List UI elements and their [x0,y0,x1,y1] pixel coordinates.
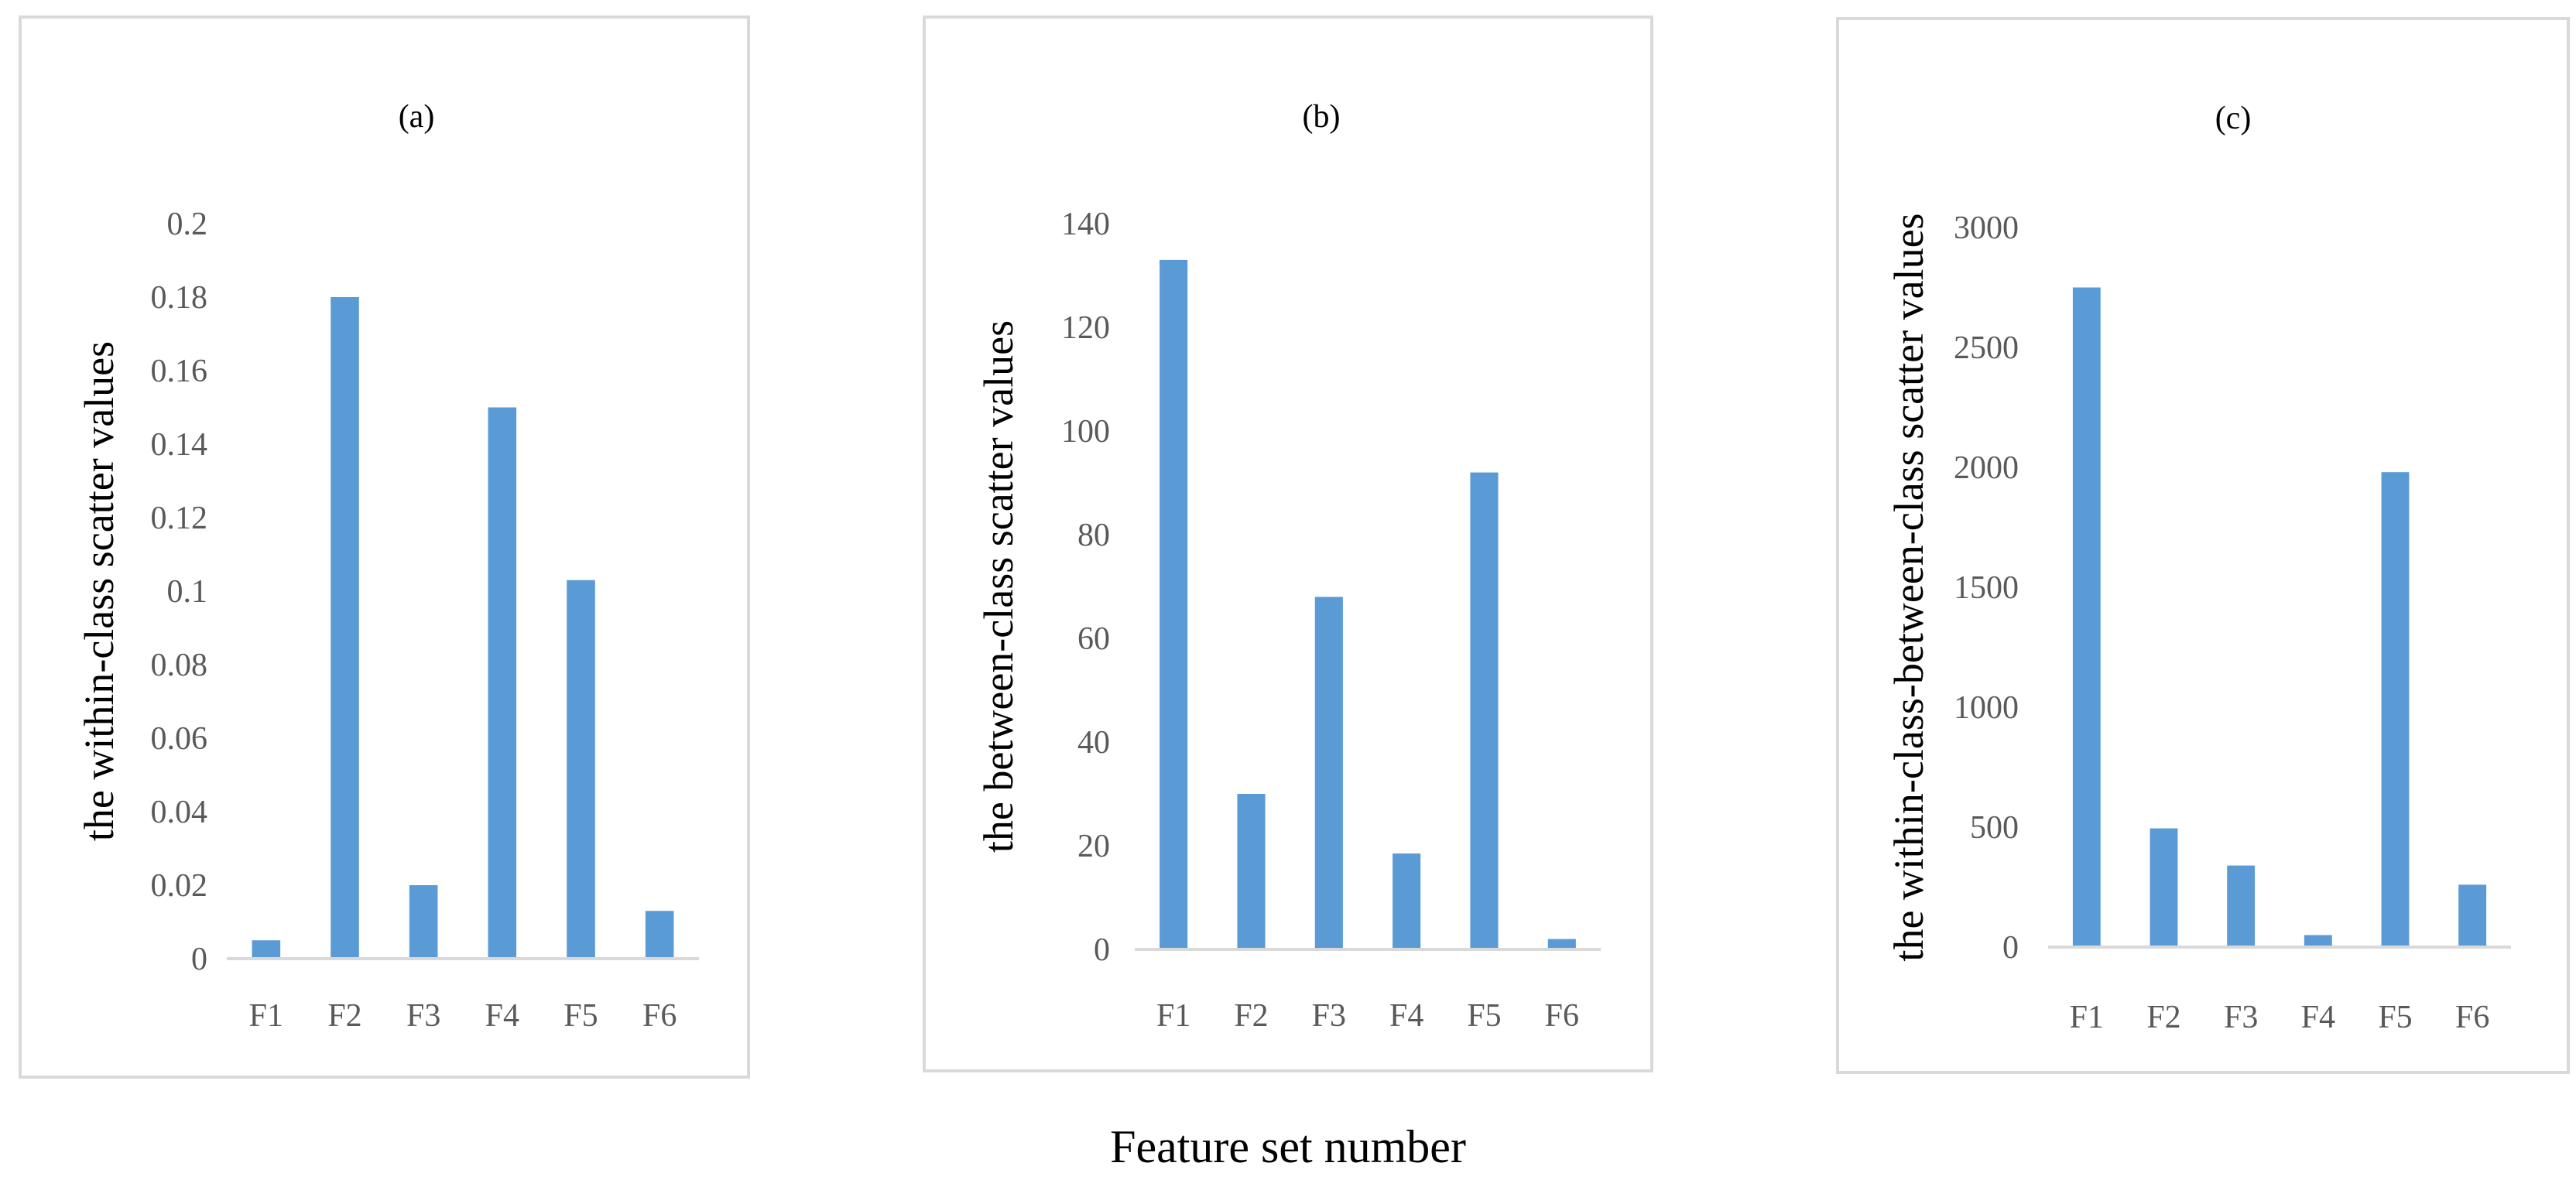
bar [331,297,359,959]
y-tick-label: 2500 [1954,330,2019,366]
bar-chart-a: (a) the within-class scatter values 0 0.02 0… [76,99,699,1034]
y-axis-label: the within-class-between-class scatter v… [1886,213,1932,961]
x-tick-label: F6 [1545,998,1579,1034]
y-tick-label: 0.16 [151,354,208,389]
y-tick-label: 40 [1077,725,1110,761]
y-tick-label: 0 [2002,930,2019,966]
chart-title: (c) [2215,101,2252,136]
x-tick-label: F1 [2070,1000,2104,1035]
x-tick-label: F5 [2378,1000,2412,1035]
x-tick-label: F6 [2455,1000,2489,1035]
bar [567,580,595,959]
y-tick-label: 0.04 [151,795,208,830]
y-tick-label: 500 [1970,810,2019,846]
bar [1547,939,1576,949]
x-tick-label: F5 [1467,998,1501,1034]
y-tick-label: 80 [1077,518,1110,553]
shared-x-axis-label: Feature set number [1110,1121,1466,1172]
bar-chart-b: (b) the between-class scatter values 0 20 40… [975,99,1601,1034]
x-tick-label: F4 [1389,998,1423,1034]
y-tick-label: 2000 [1954,450,2019,486]
y-tick-label: 1000 [1954,690,2019,726]
y-tick-label: 0.06 [151,721,208,757]
x-tick-label: F2 [2146,1000,2180,1035]
y-tick-label: 140 [1061,207,1110,242]
x-tick-label: F2 [1234,998,1268,1034]
x-tick-label: F5 [564,998,598,1034]
y-tick-label: 120 [1061,310,1110,346]
y-axis-label: the between-class scatter values [975,320,1022,853]
y-tick-label: 20 [1077,829,1110,864]
y-tick-label: 0.2 [167,207,208,242]
y-tick-label: 0 [1094,932,1110,968]
bar [1160,259,1188,949]
chart-panel-c: (c) the within-class-between-class scatte… [1836,17,2570,1074]
x-tick-label: F6 [642,998,677,1034]
bar [409,885,438,959]
y-tick-label: 0.08 [151,648,208,683]
x-tick-label: F1 [249,998,283,1034]
x-tick-label: F3 [406,998,440,1034]
x-tick-label: F4 [2301,1000,2335,1035]
chart-panel-b: (b) the between-class scatter values 0 20 40… [923,15,1653,1072]
bar [252,940,281,959]
bar [2072,287,2101,947]
bar [2381,472,2410,947]
bar [1237,794,1266,949]
bar [1314,597,1343,949]
bar [1470,472,1499,949]
y-tick-label: 1500 [1954,570,2019,606]
bar [1392,853,1421,949]
y-axis-label: the within-class scatter values [76,341,122,841]
x-tick-label: F1 [1156,998,1190,1034]
bar [2304,935,2332,947]
y-tick-label: 0 [191,942,207,977]
y-tick-label: 100 [1061,414,1110,450]
bar [2227,865,2256,947]
y-tick-label: 3000 [1954,210,2019,246]
y-tick-label: 0.12 [151,501,208,536]
x-tick-label: F2 [327,998,361,1034]
bar [488,407,517,959]
chart-panel-a: (a) the within-class scatter values 0 0.02 0… [19,15,750,1079]
x-tick-label: F4 [485,998,519,1034]
x-tick-label: F3 [1312,998,1346,1034]
y-tick-label: 0.18 [151,280,208,316]
bar [645,911,674,959]
y-tick-label: 0.14 [151,427,208,463]
bar [2150,828,2178,947]
chart-title: (b) [1303,99,1341,135]
chart-title: (a) [399,99,435,135]
y-tick-label: 0.1 [167,574,208,610]
x-tick-label: F3 [2224,1000,2258,1035]
y-tick-label: 60 [1077,621,1110,657]
y-tick-label: 0.02 [151,868,208,904]
bar-chart-c: (c) the within-class-between-class scatte… [1886,101,2511,1035]
bar [2458,884,2487,947]
